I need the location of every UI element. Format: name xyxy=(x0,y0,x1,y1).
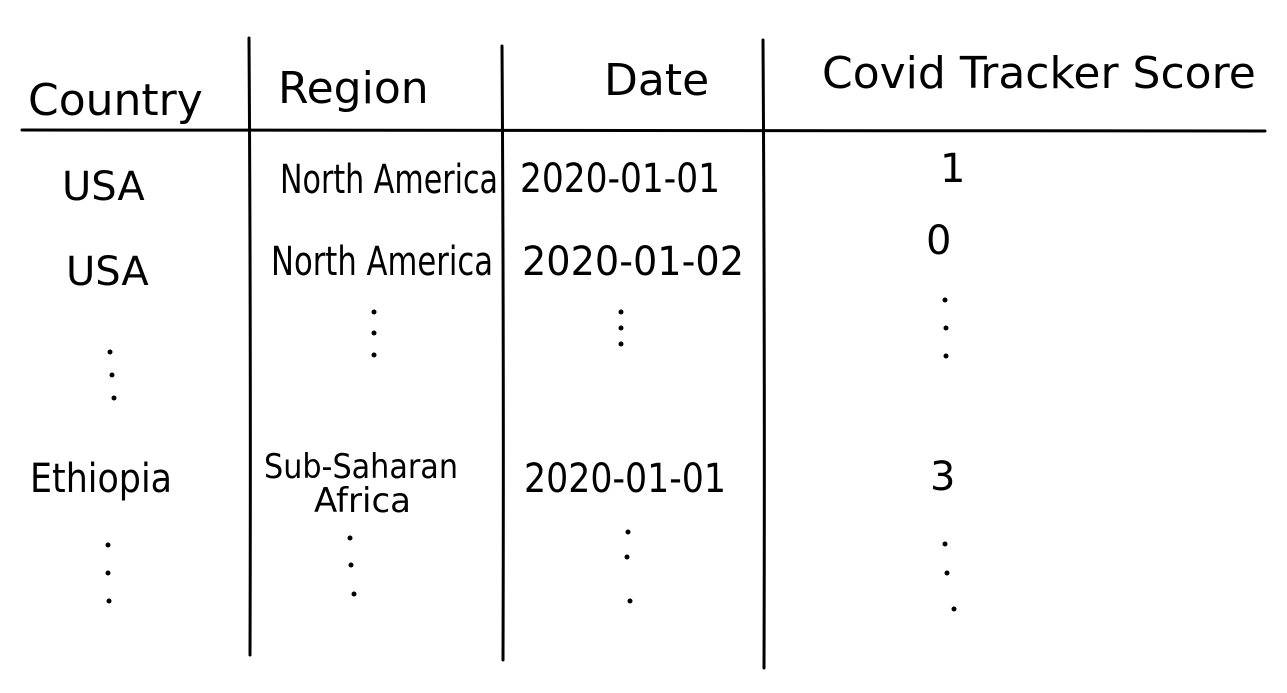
cell-region-line1: Sub-Saharan xyxy=(264,447,458,487)
cell-country: Ethiopia xyxy=(30,456,172,502)
table-row: USA North America 2020-01-01 1 xyxy=(62,146,965,210)
cell-date: 2020-01-01 xyxy=(524,456,726,502)
cell-country: USA xyxy=(66,249,149,295)
header-country: Country xyxy=(28,75,203,126)
ellipsis-dots xyxy=(107,297,949,401)
cell-score: 1 xyxy=(940,146,965,192)
table-row: USA North America 2020-01-02 0 xyxy=(66,218,951,295)
cell-region: North America xyxy=(280,157,498,203)
ellipsis-dots xyxy=(105,529,957,612)
cell-country: USA xyxy=(62,164,145,210)
header-underline xyxy=(20,128,1267,134)
table-grid xyxy=(20,36,1267,670)
cell-region-line2: Africa xyxy=(314,481,411,521)
column-divider-2 xyxy=(500,44,505,662)
table-row: Ethiopia Sub-Saharan Africa 2020-01-01 3 xyxy=(30,447,955,521)
header-region: Region xyxy=(278,63,429,114)
header-date: Date xyxy=(604,55,709,106)
cell-score: 0 xyxy=(926,218,951,264)
header-score: Covid Tracker Score xyxy=(822,48,1256,99)
cell-date: 2020-01-01 xyxy=(520,156,720,202)
column-divider-3 xyxy=(761,38,766,670)
header-row: Country Region Date Covid Tracker Score xyxy=(28,48,1256,126)
cell-region: North America xyxy=(271,239,493,285)
cell-score: 3 xyxy=(930,454,955,500)
column-divider-1 xyxy=(247,36,252,657)
cell-date: 2020-01-02 xyxy=(522,239,744,285)
